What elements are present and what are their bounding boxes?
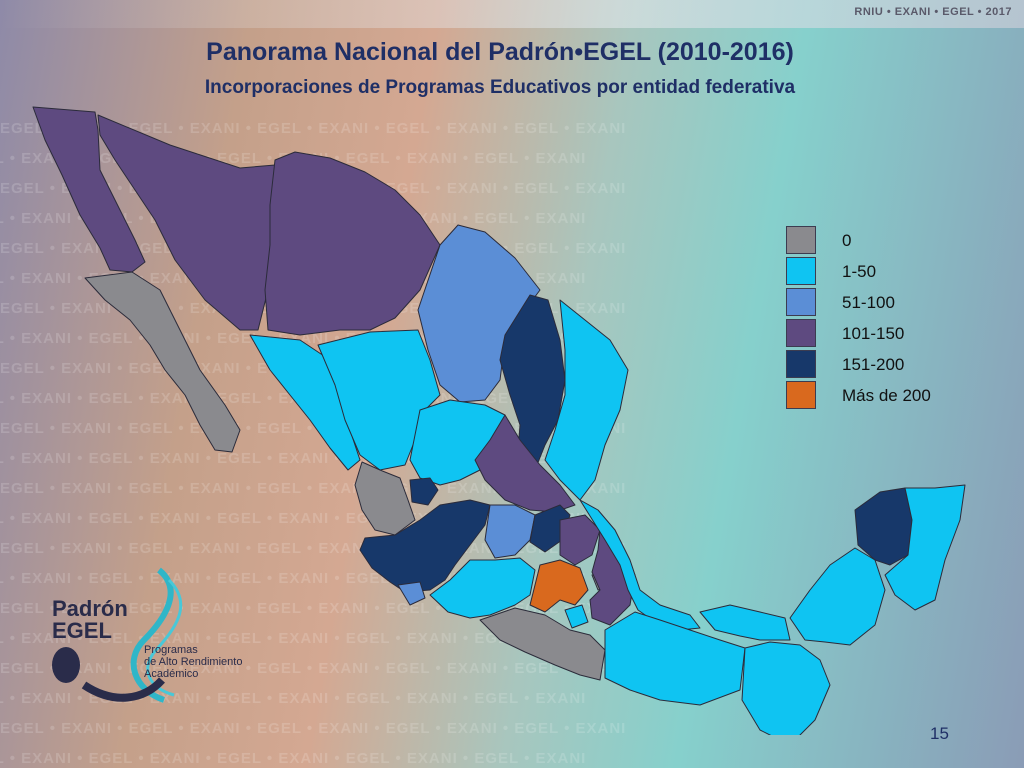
legend-label: Más de 200 [842,386,931,405]
top-banner: RNIU • EXANI • EGEL • 2017 [0,0,1024,28]
legend-row: Más de 200 [786,381,986,412]
legend-swatch [786,288,816,316]
state-quintana-roo [884,484,966,611]
state-morelos [564,604,589,629]
legend-swatch [786,226,816,254]
legend-row: 151-200 [786,350,986,381]
logo-tagline-2: de Alto Rendimiento [144,656,243,668]
state-michoacan [429,557,536,619]
legend-label: 0 [842,231,852,250]
watermark-line: EGEL • EXANI • EGEL • EXANI • EGEL • EXA… [0,720,627,737]
brand-text: RNIU • EXANI • EGEL • 2017 [854,6,1012,18]
slide-title: Panorama Nacional del Padrón•EGEL (2010-… [206,38,794,66]
state-tamaulipas [544,299,629,501]
mexico-choropleth-map [32,106,966,735]
state-guerrero [479,607,606,681]
logo-name-line1: Padrón [52,596,128,621]
state-colima [397,581,426,606]
watermark-line: EGEL • EXANI • EGEL • EXANI • EGEL • EXA… [0,120,627,137]
state-estado-de-mexico [529,559,589,613]
state-sonora [97,114,276,331]
watermark-line: EGEL • EXANI • EGEL • EXANI • EGEL • EXA… [0,660,627,677]
map-legend: 0 1-50 51-100 101-150 151-200 Más de 200 [786,226,986,412]
page-number: 15 [930,724,949,743]
legend-row: 0 [786,226,986,257]
legend-swatch [786,350,816,378]
legend-label: 101-150 [842,324,905,343]
state-chihuahua [264,151,441,336]
state-guanajuato [484,504,536,559]
logo-tagline-1: Programas [144,644,198,656]
legend-row: 1-50 [786,257,986,288]
legend-label: 51-100 [842,293,895,312]
legend-row: 51-100 [786,288,986,319]
state-san-luis-potosi [474,414,576,513]
state-oaxaca [604,611,746,706]
logo-name-line2: EGEL [52,618,112,643]
legend-swatch [786,319,816,347]
state-chiapas [741,641,831,735]
logo-swirl-icon [52,567,183,703]
state-tabasco [699,604,791,641]
state-hidalgo [559,514,601,566]
watermark-line: EGEL • EXANI • EGEL • EXANI • EGEL • EXA… [0,480,627,497]
state-baja-california [32,106,146,273]
state-baja-california-sur [84,271,241,453]
legend-swatch [786,381,816,409]
state-nayarit [354,461,416,536]
state-jalisco [359,499,491,593]
logo-tagline-3: Académico [144,668,199,680]
legend-label: 151-200 [842,355,905,374]
slide-subtitle: Incorporaciones de Programas Educativos … [204,77,796,98]
padron-egel-logo: Padrón EGEL Programas de Alto Rendimient… [44,560,274,710]
state-campeche [789,547,886,646]
legend-label: 1-50 [842,262,877,281]
state-aguascalientes [409,477,439,506]
state-veracruz [579,499,701,631]
legend-row: 101-150 [786,319,986,350]
legend-swatch [786,257,816,285]
watermark-line: EGEL • EXANI • EGEL • EXANI • EGEL • EXA… [0,750,587,767]
